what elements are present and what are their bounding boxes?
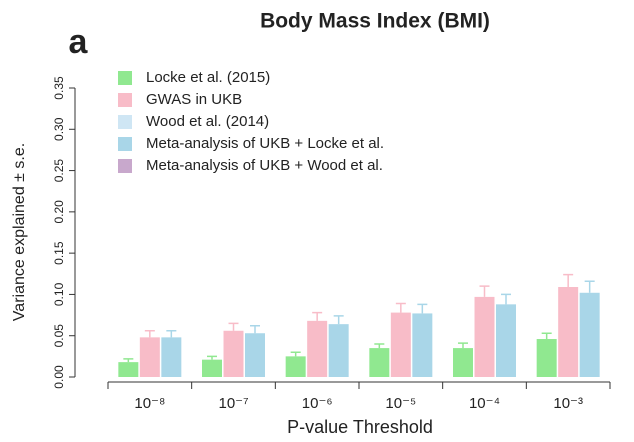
error-bar [374,343,385,349]
legend-label: Wood et al. (2014) [146,113,269,130]
error-bar [333,315,344,325]
legend-label: GWAS in UKB [146,91,242,108]
y-axis-label: Variance explained ± s.e. [11,143,28,321]
bar [536,339,557,377]
bar [118,362,139,377]
legend-label: Meta-analysis of UKB + Locke et al. [146,135,384,152]
error-bar [123,358,134,363]
bar [558,286,579,377]
bar [139,337,160,377]
bar [496,304,516,377]
legend-label: Meta-analysis of UKB + Wood et al. [146,157,383,174]
y-tick-label: 0.25 [52,159,66,183]
x-tick-label: 10⁻⁵ [385,395,416,412]
bar [390,312,411,377]
bar [245,333,265,377]
error-bar [228,322,239,331]
bar [328,324,349,377]
x-tick-label: 10⁻⁴ [469,395,500,412]
legend-swatch [118,137,132,151]
legend-swatch [118,159,132,173]
y-tick-label: 0.10 [52,282,66,306]
y-tick-label: 0.35 [52,76,66,100]
x-tick-label: 10⁻⁷ [218,395,248,412]
chart-title: Body Mass Index (BMI) [260,10,490,33]
bar [307,320,328,377]
x-tick-label: 10⁻⁸ [134,395,165,412]
bar [161,337,182,377]
x-tick-label: 10⁻³ [553,395,583,412]
bar [453,348,473,377]
legend-swatch [118,71,132,85]
bar [579,292,600,377]
error-bar [166,330,177,338]
y-tick-label: 0.15 [52,241,66,265]
bar [285,356,306,377]
y-tick-label: 0.20 [52,200,66,224]
error-bar [479,285,490,297]
legend-swatch [118,115,132,129]
error-bar [458,342,468,349]
error-bar [541,332,552,340]
x-axis-label: P-value Threshold [287,417,433,437]
error-bar [207,355,217,360]
y-tick-label: 0.05 [52,324,66,348]
bar [412,313,433,377]
bar [223,330,244,377]
error-bar [395,302,406,313]
error-bar [584,280,595,293]
legend-swatch [118,93,132,107]
y-tick-label: 0.00 [52,365,66,389]
error-bar [501,293,511,305]
x-tick-label: 10⁻⁶ [302,395,333,412]
error-bar [312,311,323,321]
error-bar [417,303,428,314]
error-bar [250,325,260,334]
bar [474,296,495,377]
bar [202,359,222,377]
bar [369,348,390,377]
error-bar [144,330,155,338]
legend-label: Locke et al. (2015) [146,69,270,86]
y-tick-label: 0.30 [52,117,66,141]
error-bar [290,351,301,357]
panel-label: a [69,23,89,61]
error-bar [563,273,574,287]
